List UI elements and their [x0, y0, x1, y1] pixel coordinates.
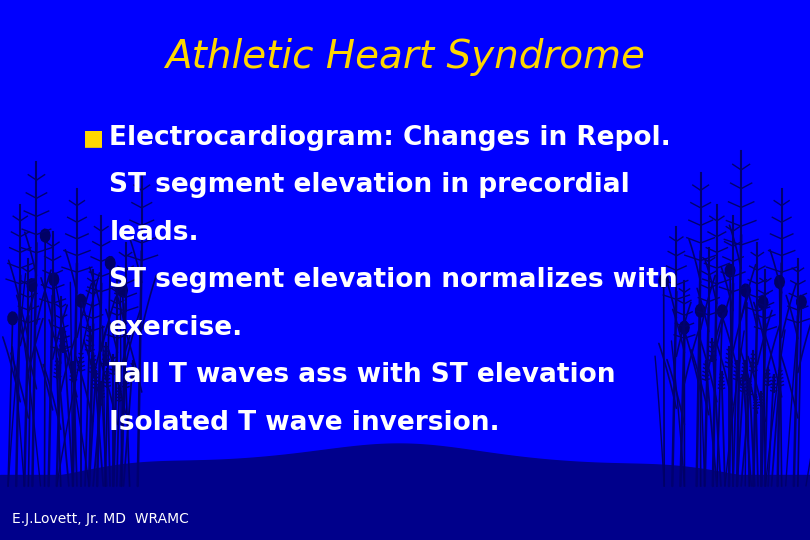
Polygon shape	[76, 294, 86, 307]
Polygon shape	[105, 256, 115, 269]
Polygon shape	[118, 284, 127, 297]
Polygon shape	[741, 284, 751, 297]
Polygon shape	[726, 264, 735, 277]
Polygon shape	[8, 312, 18, 325]
Text: Electrocardiogram: Changes in Repol.: Electrocardiogram: Changes in Repol.	[109, 125, 671, 151]
Polygon shape	[40, 229, 50, 242]
Text: exercise.: exercise.	[109, 315, 244, 341]
Polygon shape	[0, 475, 810, 540]
Text: ■: ■	[83, 127, 104, 148]
Polygon shape	[758, 296, 768, 309]
Text: Isolated T wave inversion.: Isolated T wave inversion.	[109, 410, 500, 436]
Polygon shape	[28, 279, 36, 292]
Polygon shape	[775, 275, 784, 288]
Text: Tall T waves ass with ST elevation: Tall T waves ass with ST elevation	[109, 362, 616, 388]
Text: ST segment elevation normalizes with: ST segment elevation normalizes with	[109, 267, 678, 293]
Text: Athletic Heart Syndrome: Athletic Heart Syndrome	[165, 38, 645, 76]
Polygon shape	[659, 274, 668, 287]
Text: ST segment elevation in precordial: ST segment elevation in precordial	[109, 172, 630, 198]
Polygon shape	[797, 295, 806, 308]
Polygon shape	[718, 305, 727, 318]
Polygon shape	[696, 304, 706, 317]
Polygon shape	[49, 273, 58, 286]
Text: E.J.Lovett, Jr. MD  WRAMC: E.J.Lovett, Jr. MD WRAMC	[12, 512, 189, 526]
Polygon shape	[680, 321, 689, 334]
Text: leads.: leads.	[109, 220, 199, 246]
